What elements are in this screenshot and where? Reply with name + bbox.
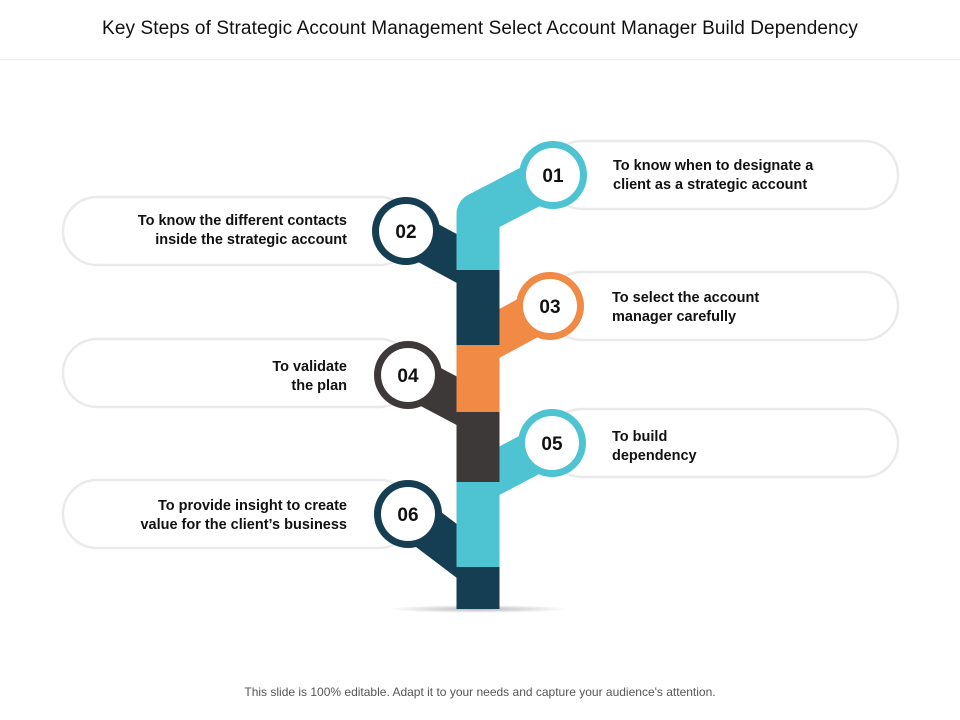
slide-footer: This slide is 100% editable. Adapt it to… [244, 685, 716, 699]
step-text-01: To know when to designate a client as a … [613, 158, 814, 193]
step-text-02: To know the different contacts inside th… [137, 213, 347, 248]
step-number-04: 04 [397, 366, 419, 387]
title-divider [0, 59, 960, 60]
step-text-06: To provide insight to create value for t… [140, 498, 347, 533]
step-circle-02: 02 [372, 197, 440, 265]
step-circle-04: 04 [374, 341, 442, 409]
step-number-05: 05 [541, 434, 563, 455]
pill-step-05 [546, 407, 900, 479]
step-number-02: 02 [395, 222, 416, 243]
step-text-04: To validate the plan [272, 359, 347, 394]
step-number-03: 03 [539, 297, 560, 318]
step-circle-03: 03 [516, 272, 584, 340]
step-circle-01: 01 [519, 141, 587, 209]
step-text-03: To select the account manager carefully [612, 290, 760, 325]
step-text-05: To build dependency [612, 429, 697, 464]
step-number-01: 01 [542, 166, 564, 187]
pill-step-04 [61, 337, 415, 409]
step-number-06: 06 [397, 505, 418, 526]
step-circle-05: 05 [518, 409, 586, 477]
pills [61, 139, 900, 550]
slide-title: Key Steps of Strategic Account Managemen… [102, 18, 858, 39]
step-circle-06: 06 [374, 480, 442, 548]
